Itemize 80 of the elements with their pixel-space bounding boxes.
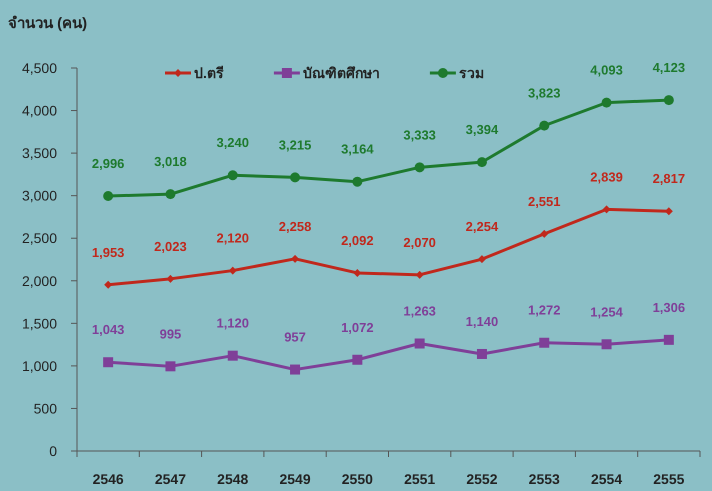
point [540, 230, 548, 238]
data-label: 3,394 [466, 122, 499, 138]
x-tick-label: 2550 [342, 471, 374, 487]
data-label: 1,072 [341, 320, 374, 335]
data-label: 2,817 [652, 171, 686, 186]
point [416, 270, 424, 279]
point [228, 350, 238, 361]
x-tick-label: 2546 [92, 471, 124, 487]
y-tick-label: 1,000 [22, 358, 58, 374]
point [478, 255, 486, 264]
y-tick-label: 500 [34, 400, 58, 416]
y-tick-label: 0 [49, 443, 58, 459]
data-label: 995 [160, 326, 182, 342]
y-tick-label: 1,500 [22, 315, 58, 332]
data-label: 2,254 [466, 219, 499, 234]
data-label: 1,254 [590, 304, 624, 320]
point [414, 162, 425, 172]
data-label: 2,023 [154, 238, 187, 254]
legend-label: บัณฑิตศึกษา [302, 65, 380, 81]
point [352, 176, 362, 187]
point [539, 338, 550, 348]
data-label: 2,258 [278, 218, 312, 234]
point [228, 170, 238, 180]
point [539, 120, 550, 131]
point [414, 338, 425, 349]
data-label: 3,333 [403, 127, 436, 142]
point [291, 254, 300, 263]
point [664, 95, 674, 106]
point [165, 189, 176, 200]
data-label: 3,240 [216, 135, 250, 150]
data-label: 1,306 [652, 300, 686, 315]
point [476, 348, 487, 359]
y-tick-label: 4,000 [22, 102, 58, 119]
data-label: 1,272 [528, 302, 561, 318]
data-label: 1,120 [216, 316, 250, 331]
x-tick-label: 2553 [528, 471, 560, 487]
x-tick-label: 2555 [653, 471, 685, 487]
data-label: 2,551 [528, 194, 561, 209]
y-tick-label: 2,500 [22, 230, 58, 246]
point [103, 191, 114, 202]
data-label: 1,043 [92, 322, 124, 338]
data-label: 1,953 [92, 244, 124, 260]
y-tick-label: 2,000 [22, 272, 58, 289]
data-label: 2,120 [216, 230, 250, 246]
point [352, 354, 362, 365]
data-label: 2,070 [403, 234, 436, 250]
data-label: 3,823 [528, 86, 561, 101]
x-tick-label: 2547 [154, 471, 186, 487]
legend-label: รวม [458, 65, 484, 81]
x-tick-label: 2548 [217, 471, 249, 487]
x-tick-label: 2554 [590, 471, 622, 487]
point [103, 357, 114, 368]
x-tick-label: 2552 [466, 471, 498, 487]
point [290, 172, 300, 182]
data-label: 1,140 [466, 314, 498, 329]
y-tick-label: 4,500 [22, 60, 58, 76]
point [602, 98, 612, 108]
x-tick-label: 2551 [404, 471, 436, 487]
data-label: 4,123 [652, 60, 686, 76]
point [353, 268, 362, 277]
data-label: 3,018 [154, 154, 187, 170]
point [290, 364, 300, 375]
data-label: 2,839 [590, 169, 623, 184]
point [228, 266, 237, 275]
x-tick-label: 2549 [279, 471, 311, 487]
point [165, 361, 176, 372]
data-label: 2,092 [341, 232, 374, 248]
point [602, 339, 612, 350]
data-label: 957 [284, 330, 306, 345]
y-axis-title: จำนวน (คน) [8, 15, 88, 32]
point [476, 157, 487, 168]
legend-label: ป.ตรี [194, 65, 224, 81]
y-tick-label: 3,500 [22, 145, 58, 162]
data-label: 2,996 [92, 156, 124, 172]
point [664, 334, 674, 345]
data-label: 3,164 [341, 142, 374, 157]
data-label: 4,093 [590, 62, 623, 78]
data-label: 1,263 [403, 304, 436, 319]
y-tick-label: 3,000 [22, 188, 58, 204]
data-label: 3,215 [278, 137, 312, 152]
